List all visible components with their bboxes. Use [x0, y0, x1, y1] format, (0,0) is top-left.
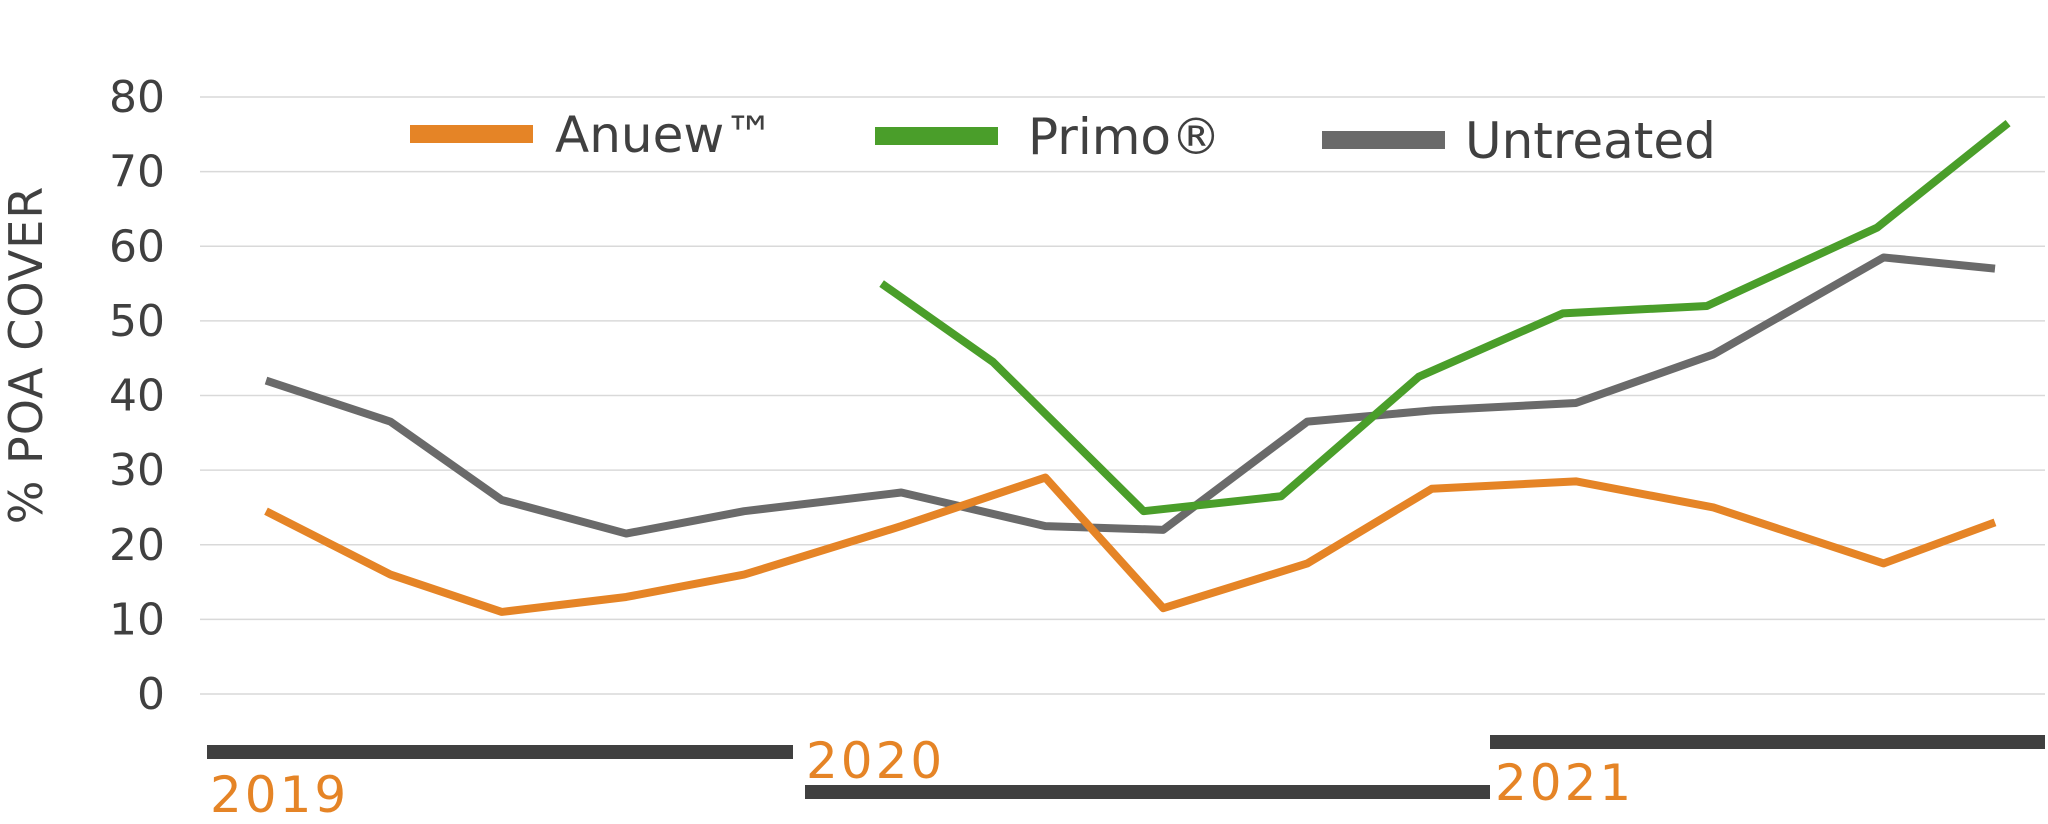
year-bar-2020 [805, 785, 1490, 799]
gridlines [200, 96, 2045, 695]
y-axis-ticks: 0 10 20 30 40 50 60 70 80 [109, 72, 165, 720]
y-tick-label: 40 [109, 371, 165, 422]
legend: Anuew™ Primo® Untreated [410, 106, 1716, 170]
y-tick-label: 20 [109, 520, 165, 571]
year-label-2019: 2019 [210, 766, 349, 824]
legend-label-untreated: Untreated [1465, 112, 1716, 170]
legend-swatch-primo [875, 127, 998, 145]
legend-label-primo: Primo® [1028, 108, 1221, 166]
y-axis-title: % POA COVER [0, 186, 53, 525]
legend-swatch-untreated [1322, 131, 1445, 149]
y-tick-label: 0 [137, 669, 165, 720]
year-label-2021: 2021 [1495, 754, 1634, 812]
series-line-primo [879, 119, 2011, 516]
legend-swatch-anuew [410, 125, 533, 143]
y-tick-label: 10 [109, 594, 165, 645]
year-bars: 2019 2020 2021 [207, 732, 2045, 824]
series-line-untreated [264, 253, 1996, 538]
y-tick-label: 50 [109, 296, 165, 347]
legend-label-anuew: Anuew™ [555, 106, 774, 164]
y-tick-label: 80 [109, 72, 165, 123]
year-bar-2021 [1490, 735, 2045, 749]
y-tick-label: 30 [109, 445, 165, 496]
y-tick-label: 60 [109, 221, 165, 272]
year-label-2020: 2020 [806, 732, 945, 790]
y-tick-label: 70 [109, 147, 165, 198]
year-bar-2019 [207, 745, 793, 759]
series-line-anuew [264, 473, 1997, 616]
series-lines [264, 119, 2011, 616]
